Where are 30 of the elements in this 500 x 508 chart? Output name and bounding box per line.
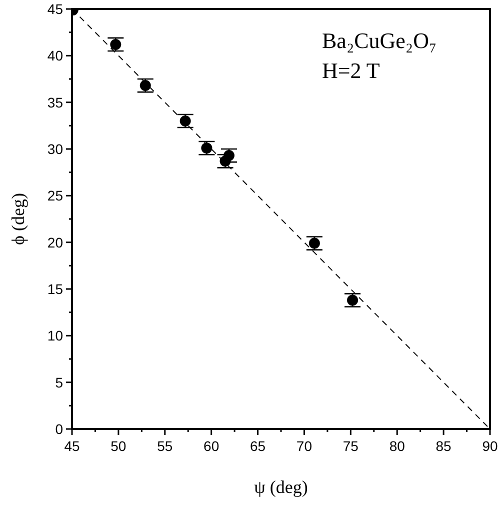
y-tick-label: 15 bbox=[47, 281, 64, 297]
x-axis-title: ψ (deg) bbox=[254, 477, 308, 497]
point bbox=[140, 80, 151, 92]
y-tick-label: 35 bbox=[47, 94, 64, 110]
x-tick-label: 85 bbox=[436, 438, 452, 454]
y-tick-label: 45 bbox=[47, 1, 64, 17]
x-tick-label: 70 bbox=[296, 438, 312, 454]
annotation: H=2 T bbox=[322, 58, 380, 83]
y-axis-title: ϕ (deg) bbox=[8, 193, 28, 245]
point bbox=[201, 142, 212, 154]
y-tick-label: 20 bbox=[47, 234, 64, 250]
point bbox=[347, 294, 358, 306]
y-tick-label: 25 bbox=[47, 188, 64, 204]
point bbox=[110, 38, 122, 50]
x-tick-label: 90 bbox=[482, 438, 498, 454]
point bbox=[223, 150, 234, 162]
x-tick-label: 50 bbox=[110, 438, 126, 454]
y-tick-label: 10 bbox=[47, 328, 64, 344]
x-tick-label: 55 bbox=[157, 438, 173, 454]
x-tick-label: 75 bbox=[342, 438, 359, 454]
annotation: Ba₂CuGe₂O₇ bbox=[322, 28, 437, 53]
y-tick-label: 5 bbox=[55, 374, 64, 390]
y-tick-label: 30 bbox=[47, 141, 64, 157]
y-tick-label: 0 bbox=[55, 421, 64, 437]
point bbox=[180, 116, 191, 126]
point bbox=[308, 238, 320, 249]
y-tick-label: 40 bbox=[47, 48, 64, 64]
x-tick-label: 65 bbox=[250, 438, 266, 454]
x-tick-label: 60 bbox=[204, 438, 220, 454]
x-tick-label: 80 bbox=[389, 438, 406, 454]
